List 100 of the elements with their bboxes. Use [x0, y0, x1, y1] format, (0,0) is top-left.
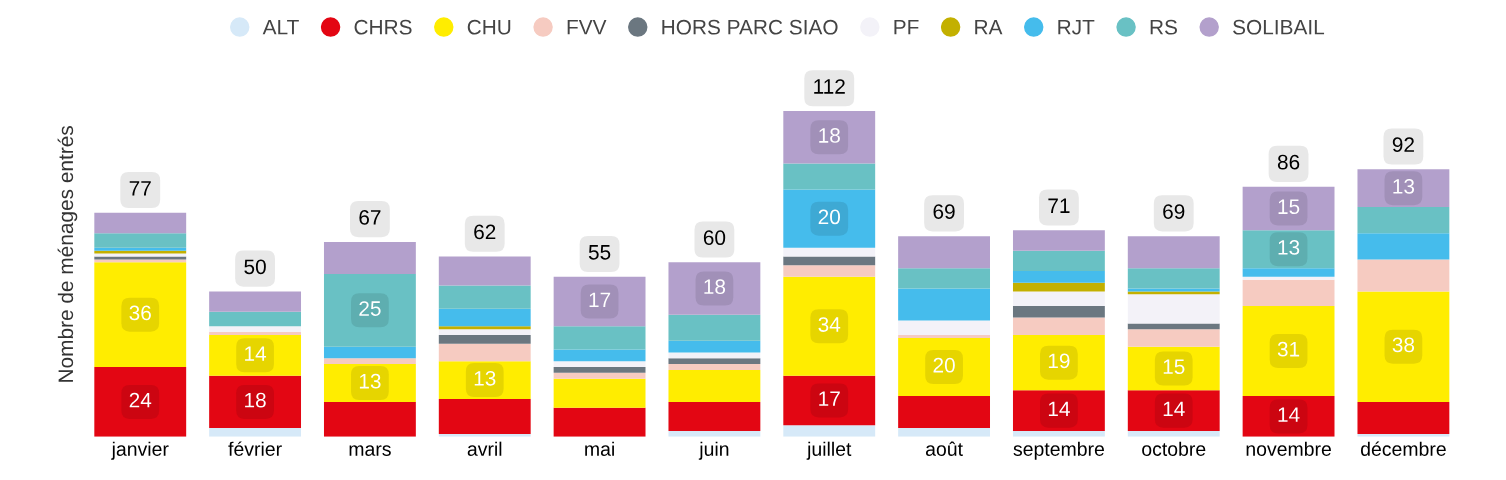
bar	[668, 401, 761, 431]
bar	[1242, 268, 1335, 277]
bar	[898, 236, 991, 269]
bar	[1357, 207, 1450, 234]
bar	[783, 256, 876, 266]
bar	[209, 332, 302, 336]
bar	[553, 361, 646, 367]
data-label: 18	[819, 128, 840, 143]
bar	[438, 343, 531, 362]
bar	[668, 358, 761, 365]
bar	[553, 326, 646, 350]
x-tick-label: juin	[698, 441, 729, 460]
bar	[323, 358, 416, 365]
x-tick-label: novembre	[1246, 441, 1331, 456]
bar	[1012, 305, 1105, 318]
legend-label: CHRS	[354, 19, 412, 35]
total-label: 69	[1163, 204, 1185, 219]
data-label: 34	[818, 317, 841, 332]
bar	[1012, 271, 1105, 283]
bar	[323, 401, 416, 437]
bar	[898, 396, 991, 429]
data-label: 24	[129, 392, 152, 408]
total-label: 77	[129, 181, 151, 196]
total-label: 92	[1392, 137, 1414, 153]
bar	[209, 311, 302, 327]
bar	[783, 265, 876, 277]
total-label: 55	[588, 245, 611, 260]
bar	[553, 349, 646, 362]
total-label: 86	[1277, 154, 1300, 170]
data-label: 15	[1278, 199, 1300, 215]
bar	[438, 285, 531, 309]
total-label: 60	[703, 230, 726, 246]
bar	[668, 340, 761, 353]
legend-label: RA	[975, 20, 1003, 35]
bar	[668, 369, 761, 402]
x-tick-label: février	[228, 441, 282, 456]
bar	[783, 247, 876, 257]
data-label: 18	[704, 279, 726, 295]
y-axis-title: Nombre de ménages entrés	[57, 126, 78, 382]
bar	[553, 407, 646, 437]
data-label: 14	[1278, 407, 1300, 422]
bar	[323, 346, 416, 359]
total-label: 62	[474, 224, 496, 240]
bar	[783, 425, 876, 437]
data-label: 13	[359, 373, 381, 389]
bar	[438, 335, 531, 344]
data-label: 14	[245, 346, 267, 361]
data-label: 18	[245, 392, 266, 408]
bar	[1012, 282, 1105, 292]
data-label: 20	[933, 357, 955, 373]
x-tick-label: décembre	[1360, 441, 1446, 456]
total-label: 71	[1048, 198, 1070, 213]
bar	[1127, 268, 1220, 289]
legend-label: SOLIBAIL	[1233, 19, 1325, 35]
bar	[323, 241, 416, 274]
bar	[1127, 323, 1220, 330]
legend-label: RS	[1150, 19, 1177, 35]
data-label: 20	[818, 209, 841, 225]
bar	[668, 364, 761, 370]
data-label: 13	[1393, 178, 1415, 194]
bar	[668, 314, 761, 341]
bar	[438, 329, 531, 336]
bar	[783, 163, 876, 190]
legend-label: PF	[894, 20, 919, 35]
data-label: 38	[1392, 337, 1415, 353]
bar	[1127, 294, 1220, 324]
bar	[438, 398, 531, 434]
x-tick-label: juillet	[806, 441, 852, 460]
legend-label: ALT	[262, 20, 299, 35]
legend-label: CHU	[467, 19, 511, 35]
data-label: 13	[1278, 240, 1300, 255]
bar	[438, 326, 531, 330]
data-label: 15	[1163, 359, 1185, 375]
x-tick-label: août	[925, 441, 963, 456]
bar	[209, 291, 302, 312]
total-label: 69	[933, 204, 955, 219]
bar	[898, 335, 991, 338]
data-label: 19	[1048, 353, 1070, 369]
legend-label: HORS PARC SIAO	[662, 19, 838, 35]
bar	[1357, 259, 1450, 292]
bar	[209, 326, 302, 333]
x-tick-label: mai	[585, 441, 614, 456]
legend-label: RJT	[1058, 20, 1095, 35]
bar	[898, 428, 991, 437]
data-label: 14	[1048, 401, 1070, 417]
legend-label: FVV	[567, 20, 607, 35]
bar	[553, 372, 646, 379]
bar	[1012, 250, 1105, 272]
bar	[1127, 236, 1220, 269]
bar	[1357, 233, 1450, 260]
x-tick-label: septembre	[1013, 441, 1104, 460]
data-label: 31	[1277, 341, 1300, 357]
data-label: 36	[129, 305, 151, 321]
x-tick-label: mars	[349, 445, 391, 456]
bar	[1242, 276, 1335, 280]
x-tick-label: janvier	[111, 441, 169, 460]
bar	[1012, 230, 1105, 251]
bar	[1357, 401, 1450, 434]
bar	[553, 367, 646, 373]
total-label: 67	[359, 209, 381, 225]
